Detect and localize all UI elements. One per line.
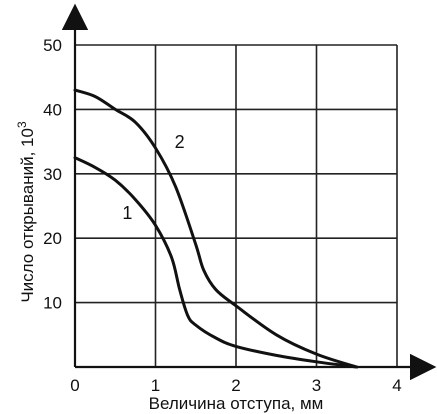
y-tick-label: 10 xyxy=(43,294,62,313)
series-line-1 xyxy=(73,156,359,369)
y-axis-title: Число открываний, 103 xyxy=(15,121,37,303)
x-tick-label: 3 xyxy=(312,376,321,395)
curve-label-2: 2 xyxy=(175,132,185,152)
x-tick-label: 1 xyxy=(151,376,160,395)
curve-label-1: 1 xyxy=(122,203,132,223)
x-tick-label: 2 xyxy=(231,376,240,395)
y-tick-label: 40 xyxy=(43,100,62,119)
grid-lines xyxy=(75,44,398,367)
x-axis-title: Величина отступа, мм xyxy=(149,394,324,413)
curve-labels: 12 xyxy=(122,132,184,223)
y-axis-title-exponent: 3 xyxy=(15,121,29,128)
y-tick-label: 50 xyxy=(43,36,62,55)
axes xyxy=(61,3,437,381)
y-axis-title-main: Число открываний, 10 xyxy=(18,128,37,303)
x-tick-label: 0 xyxy=(70,376,79,395)
y-tick-label: 20 xyxy=(43,229,62,248)
series-group xyxy=(73,88,359,369)
y-tick-label: 30 xyxy=(43,165,62,184)
series-line-2 xyxy=(73,88,359,369)
x-tick-label: 4 xyxy=(392,376,401,395)
